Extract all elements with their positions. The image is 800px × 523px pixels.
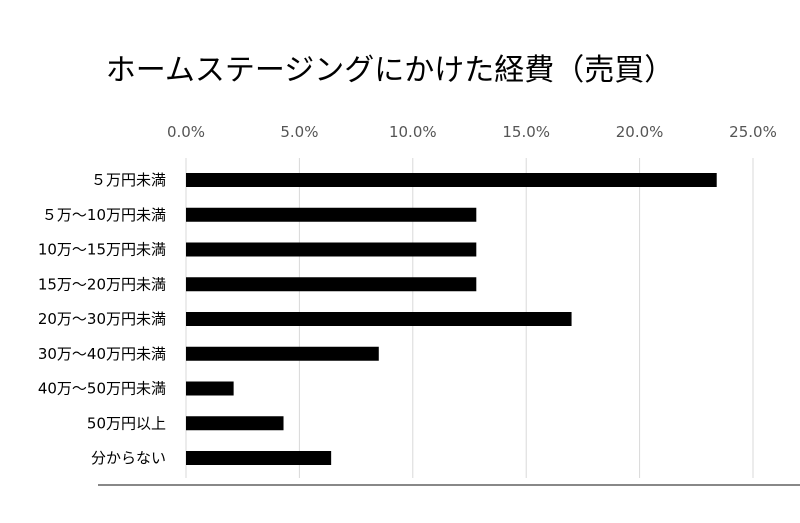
bar [186, 242, 477, 257]
x-axis-tick-labels: 0.0% 5.0% 10.0% 15.0% 20.0% 25.0% [167, 123, 777, 141]
category-label: 15万〜20万円未満 [38, 275, 166, 293]
bar [186, 416, 284, 431]
category-label: ５万円未満 [91, 171, 166, 189]
bar [186, 451, 332, 465]
category-label: 40万〜50万円未満 [38, 380, 166, 398]
x-tick-label: 20.0% [616, 123, 664, 141]
category-label: 10万〜15万円未満 [38, 241, 166, 259]
x-tick-label: 10.0% [389, 123, 437, 141]
bar [186, 173, 717, 187]
bars [186, 173, 717, 465]
category-labels: ５万円未満 ５万〜10万円未満 10万〜15万円未満 15万〜20万円未満 20万〜30… [38, 171, 166, 467]
bar [186, 381, 234, 396]
x-tick-label: 25.0% [729, 123, 777, 141]
category-label: 20万〜30万円未満 [38, 310, 166, 328]
category-label: 50万円以上 [87, 414, 166, 432]
x-tick-label: 0.0% [167, 123, 205, 141]
x-tick-label: 5.0% [280, 123, 318, 141]
x-tick-label: 15.0% [502, 123, 550, 141]
bar [186, 207, 477, 222]
category-label: ５万〜10万円未満 [42, 206, 166, 224]
category-label: 分からない [91, 449, 166, 467]
bar [186, 312, 572, 326]
category-label: 30万〜40万円未満 [38, 345, 166, 363]
chart-title: ホームステージングにかけた経費（売買） [106, 53, 675, 88]
bar [186, 346, 379, 361]
bar [186, 277, 477, 292]
